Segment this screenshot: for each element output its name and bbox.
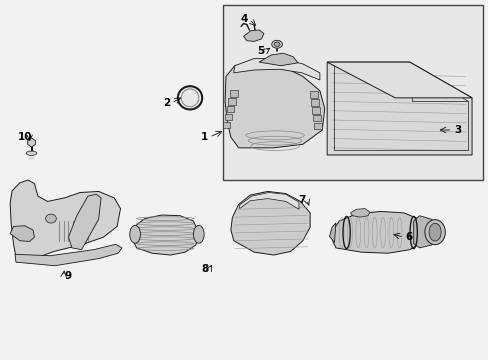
Polygon shape [15,244,122,266]
Bar [222,122,230,128]
Ellipse shape [271,40,282,48]
Polygon shape [331,211,424,253]
Polygon shape [329,223,335,243]
Text: 6: 6 [405,232,411,242]
Ellipse shape [45,214,56,223]
Text: 7: 7 [298,195,305,204]
Polygon shape [413,216,438,248]
Bar [313,123,321,129]
Ellipse shape [428,223,440,241]
Polygon shape [224,62,324,148]
Ellipse shape [181,89,199,107]
Text: 2: 2 [163,98,170,108]
Polygon shape [10,226,34,242]
FancyBboxPatch shape [222,5,482,180]
Polygon shape [230,192,309,255]
Text: 8: 8 [201,264,208,274]
Text: 5: 5 [256,46,264,57]
Polygon shape [350,208,369,217]
Bar [310,99,318,106]
Bar [312,115,320,121]
Polygon shape [131,215,198,255]
Polygon shape [10,180,120,262]
Ellipse shape [129,225,140,243]
Ellipse shape [424,220,445,245]
Polygon shape [239,193,298,209]
Text: 3: 3 [453,125,460,135]
Ellipse shape [26,151,37,156]
Bar [228,98,236,105]
Bar [309,91,317,98]
Text: 1: 1 [201,132,208,142]
Bar [226,106,234,112]
Ellipse shape [274,42,280,46]
Polygon shape [28,138,35,147]
Text: 9: 9 [65,271,72,282]
Polygon shape [326,62,471,98]
Polygon shape [233,59,319,80]
Text: 10: 10 [18,132,32,142]
Polygon shape [68,194,101,249]
Bar [311,107,319,113]
Polygon shape [243,30,264,41]
Bar [230,90,238,97]
Text: 4: 4 [240,14,248,24]
Polygon shape [326,62,471,155]
Ellipse shape [193,225,203,243]
Bar [224,114,232,120]
Polygon shape [259,53,297,66]
